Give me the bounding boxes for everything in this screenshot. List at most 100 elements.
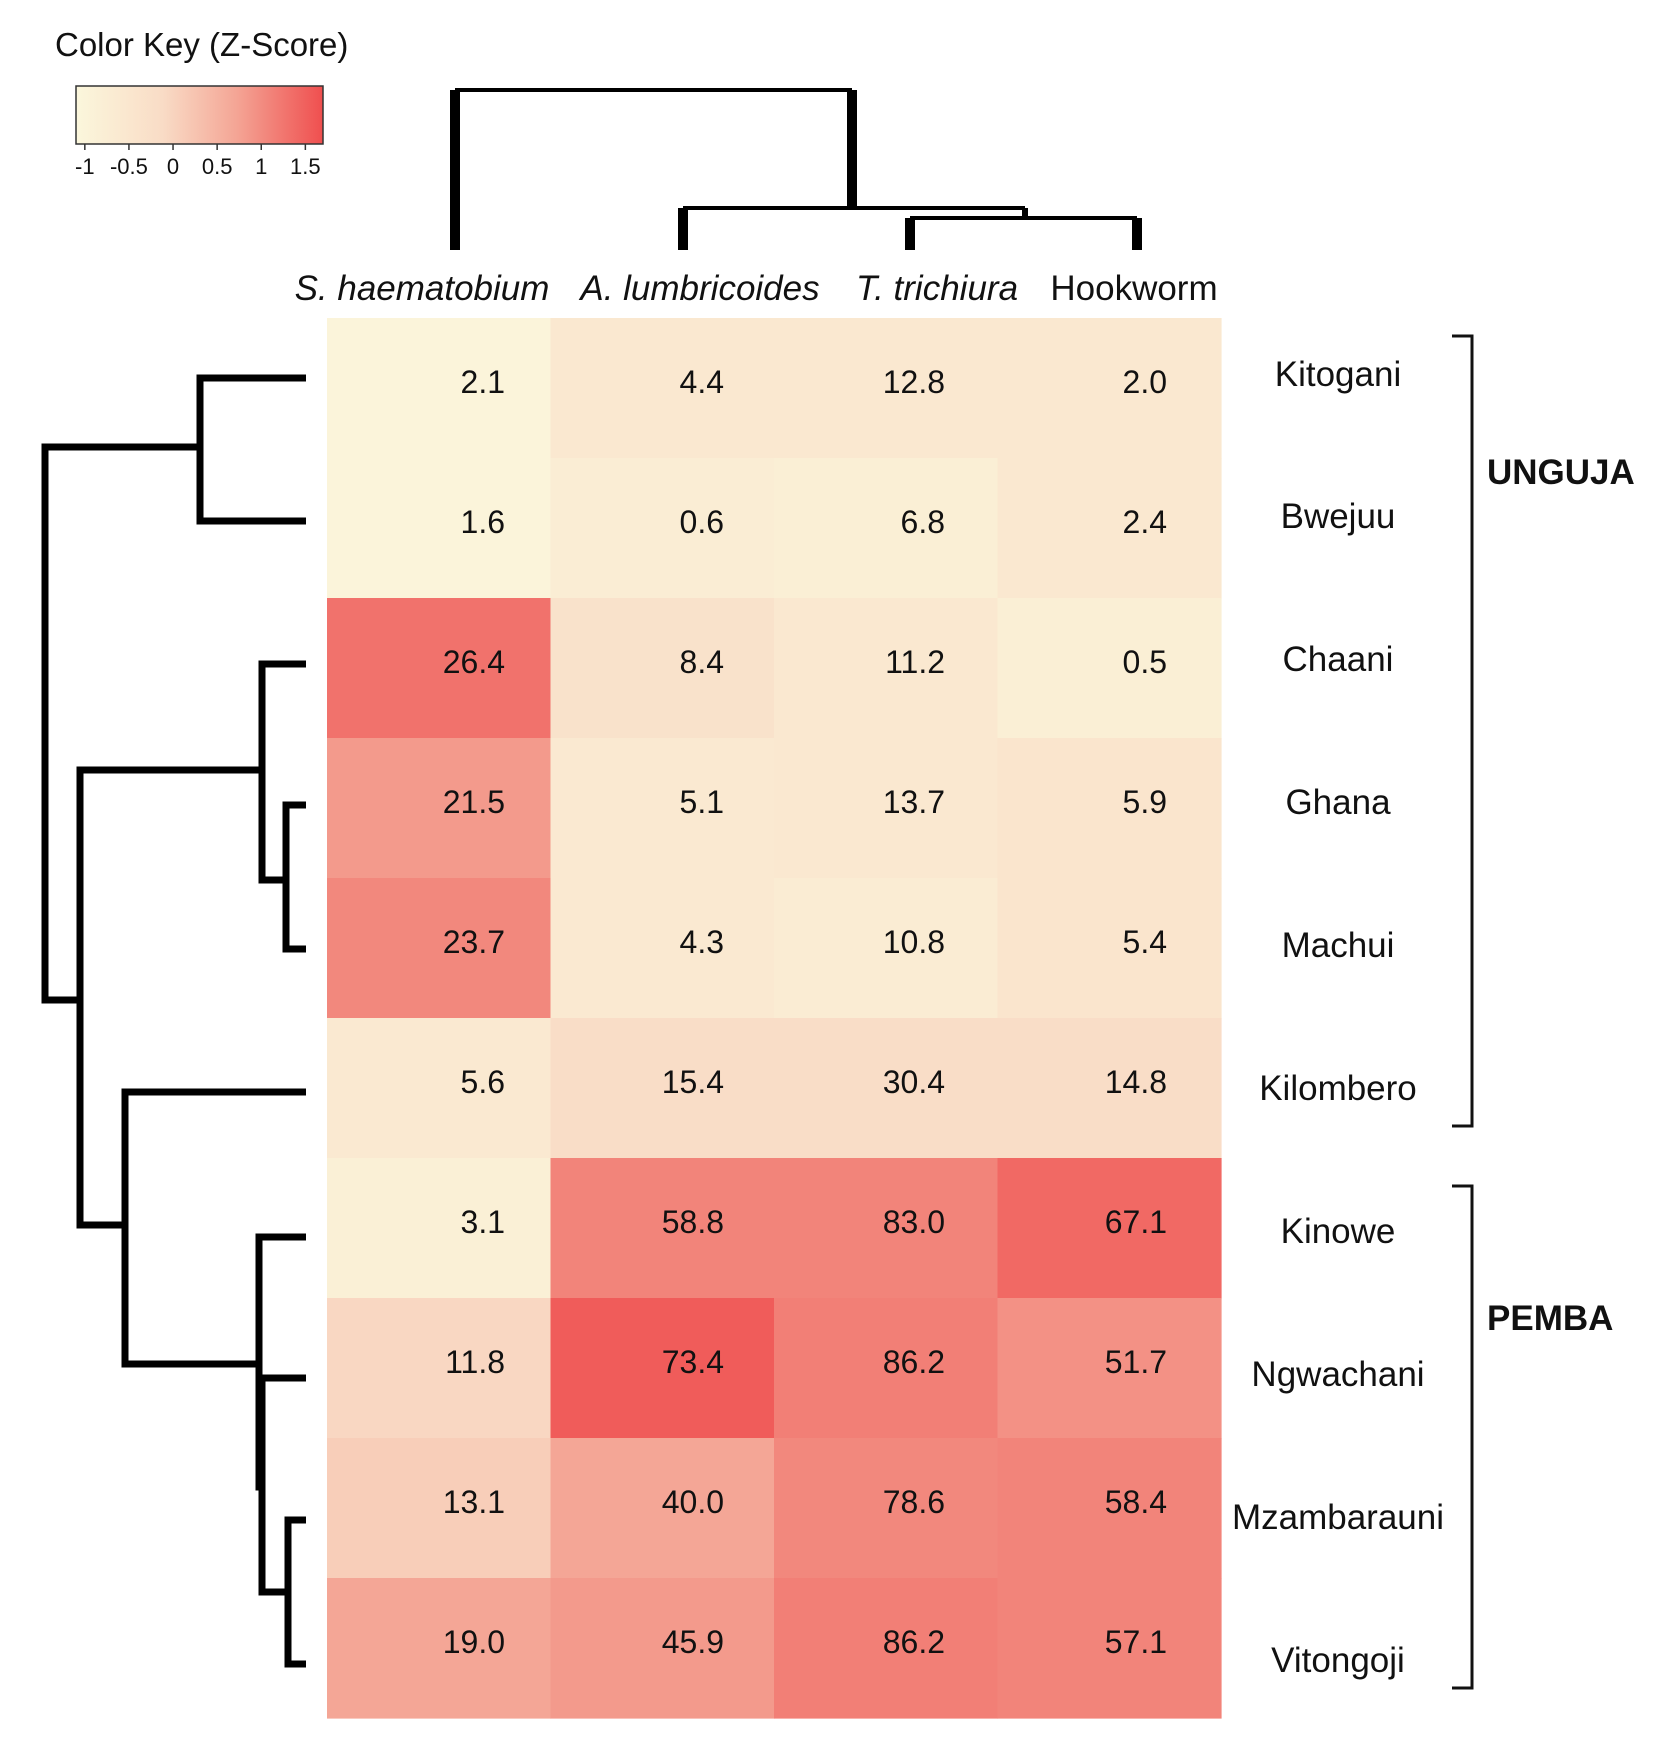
color-key-tick-label: -1 — [75, 154, 95, 179]
heatmap-cell-value: 83.0 — [883, 1204, 945, 1240]
heatmap-cell — [997, 738, 1222, 879]
heatmap-cell — [774, 458, 999, 599]
row-label-ngwachani: Ngwachani — [1251, 1355, 1424, 1394]
heatmap-cell-value: 0.6 — [680, 504, 724, 540]
heatmap-cell — [327, 878, 552, 1019]
heatmap-cell — [774, 1438, 999, 1579]
heatmap-cell — [997, 1298, 1222, 1439]
row-dendrogram-pemba-inner — [258, 1374, 306, 1596]
heatmap-cell — [997, 318, 1222, 459]
heatmap-cell — [327, 1018, 552, 1159]
bracket-pemba — [1452, 1184, 1474, 1690]
heatmap-cell — [550, 458, 775, 599]
color-key-title: Color Key (Z-Score) — [55, 26, 348, 63]
heatmap-cell — [774, 738, 999, 879]
heatmap-cell-value: 1.6 — [461, 504, 505, 540]
heatmap-cell-value: 5.6 — [461, 1064, 505, 1100]
heatmap-cell-value: 5.4 — [1123, 924, 1167, 960]
row-dendrogram-kilombero — [121, 1088, 306, 1368]
heatmap-cell-value: 73.4 — [662, 1344, 724, 1380]
heatmap-cell-value: 10.8 — [883, 924, 945, 960]
bracket-unguja — [1452, 334, 1474, 1128]
heatmap-cell-value: 86.2 — [883, 1344, 945, 1380]
row-dendrogram-root — [41, 443, 200, 1004]
heatmap-cell — [774, 1158, 999, 1299]
heatmap-cell-value: 15.4 — [662, 1064, 724, 1100]
heatmap-cell-value: 12.8 — [883, 364, 945, 400]
row-label-ghana: Ghana — [1285, 783, 1391, 822]
row-label-machui: Machui — [1282, 926, 1395, 965]
row-label-kitogani: Kitogani — [1275, 355, 1401, 394]
heatmap-cell — [997, 598, 1222, 739]
row-label-kinowe: Kinowe — [1281, 1212, 1396, 1251]
heatmap-cell-value: 0.5 — [1123, 644, 1167, 680]
heatmap-cell — [327, 1578, 552, 1719]
row-dendrogram-kinowe — [255, 1233, 306, 1491]
row-dendrogram-kitogani-bwejuu — [196, 374, 306, 525]
heatmap-cell — [997, 458, 1222, 599]
row-label-kilombero: Kilombero — [1259, 1069, 1417, 1108]
heatmap-cell-value: 4.3 — [680, 924, 724, 960]
heatmap-cell-value: 3.1 — [461, 1204, 505, 1240]
heatmap-cell — [550, 1438, 775, 1579]
heatmap-cell-value: 13.7 — [883, 784, 945, 820]
row-dendrogram-mzambarauni-vitongoji — [284, 1516, 306, 1668]
heatmap-cell — [774, 1018, 999, 1159]
heatmap-cell-value: 11.2 — [885, 644, 945, 680]
color-key: Color Key (Z-Score) -1 -0.5 0 0.5 1 1.5 — [55, 26, 348, 179]
heatmap-cell — [550, 1018, 775, 1159]
column-label-s-haematobium: S. haematobium — [295, 269, 550, 308]
row-label-mzambarauni: Mzambarauni — [1232, 1498, 1444, 1537]
heatmap-cell-value: 4.4 — [680, 364, 724, 400]
color-key-tick-label: 1 — [255, 154, 267, 179]
heatmap-cell — [774, 878, 999, 1019]
heatmap-cell-value: 14.8 — [1105, 1064, 1167, 1100]
heatmap-cell-value: 19.0 — [443, 1624, 505, 1660]
row-dendrogram — [41, 374, 306, 1668]
heatmap-cells: 2.1 4.4 12.8 2.0 1.6 0.6 6.8 2.4 26.4 8.4 11.2 0.5 2… — [327, 318, 1222, 1719]
heatmap-cell-value: 86.2 — [883, 1624, 945, 1660]
column-label-a-lumbricoides: A. lumbricoides — [578, 269, 819, 308]
heatmap-cell — [550, 598, 775, 739]
heatmap-cell — [327, 1158, 552, 1299]
heatmap-cell-value: 5.9 — [1123, 784, 1167, 820]
heatmap-cell — [774, 318, 999, 459]
heatmap-cell — [550, 878, 775, 1019]
group-brackets — [1452, 334, 1474, 1690]
heatmap-cell-value: 8.4 — [680, 644, 724, 680]
heatmap-cell — [327, 1298, 552, 1439]
heatmap-cell-value: 23.7 — [443, 924, 505, 960]
column-labels: S. haematobium A. lumbricoides T. trichi… — [295, 269, 1218, 308]
color-key-tick-label: 0.5 — [202, 154, 233, 179]
heatmap-cell — [997, 1158, 1222, 1299]
heatmap-cell — [327, 1438, 552, 1579]
color-key-bar — [75, 85, 324, 145]
row-label-bwejuu: Bwejuu — [1281, 497, 1396, 536]
row-labels: Kitogani Bwejuu Chaani Ghana Machui Kilo… — [1232, 355, 1444, 1680]
heatmap-cell — [774, 598, 999, 739]
heatmap-cell — [550, 1158, 775, 1299]
heatmap-cell — [327, 598, 552, 739]
heatmap-cell — [327, 318, 552, 459]
row-dendrogram-ghana-machui — [282, 801, 306, 953]
heatmap-cell-value: 57.1 — [1105, 1624, 1167, 1660]
row-label-vitongoji: Vitongoji — [1271, 1641, 1405, 1680]
heatmap-cell — [997, 878, 1222, 1019]
row-dendrogram-chaani-subtree — [76, 766, 262, 1229]
heatmap-cell-value: 67.1 — [1105, 1204, 1167, 1240]
heatmap-cell-value: 2.1 — [461, 364, 505, 400]
heatmap-cell-value: 30.4 — [883, 1064, 945, 1100]
heatmap-cell — [774, 1298, 999, 1439]
color-key-tick-label: -0.5 — [110, 154, 148, 179]
group-label-unguja: UNGUJA — [1487, 453, 1635, 492]
heatmap-cell — [997, 1578, 1222, 1719]
heatmap-cell — [550, 1578, 775, 1719]
heatmap-cell-value: 21.5 — [443, 784, 505, 820]
heatmap-cell-value: 2.4 — [1123, 504, 1167, 540]
color-key-tick-label: 1.5 — [290, 154, 321, 179]
heatmap-cell — [774, 1578, 999, 1719]
heatmap-cell-value: 11.8 — [445, 1344, 505, 1380]
heatmap-cell — [997, 1018, 1222, 1159]
heatmap-cell — [327, 738, 552, 879]
